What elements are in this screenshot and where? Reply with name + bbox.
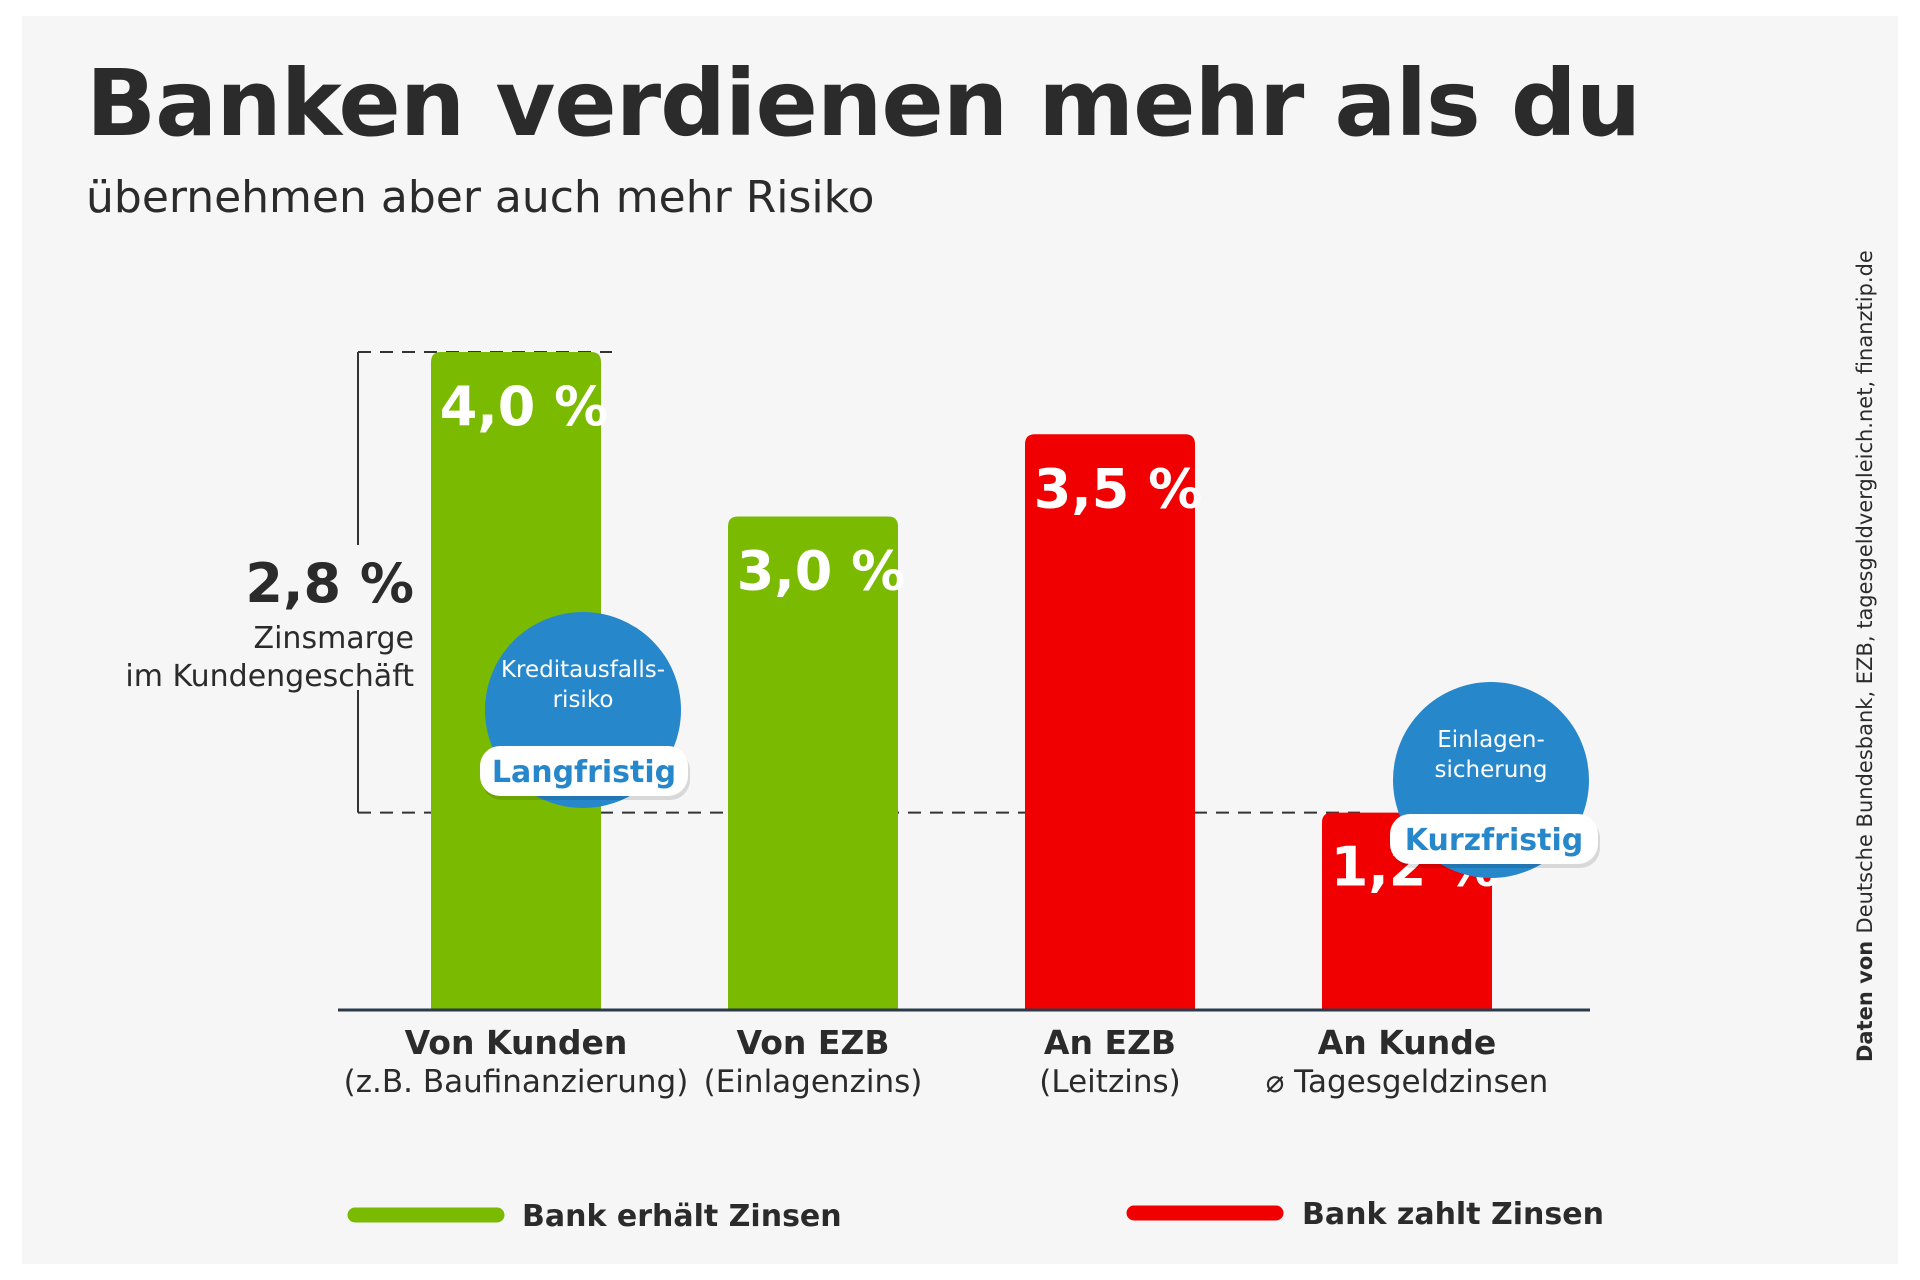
bubble-text-line2-1: sicherung: [1435, 757, 1548, 783]
source-prefix: Daten von: [1853, 933, 1877, 1062]
source-list: Deutsche Bundesbank, EZB, tagesgeldvergl…: [1853, 250, 1877, 933]
pill-text-1: Kurzfristig: [1405, 823, 1583, 858]
legend-label-1: Bank zahlt Zinsen: [1302, 1197, 1604, 1232]
bar-1: [728, 516, 898, 1010]
bars: [338, 352, 1590, 1012]
category-sublabel-3: ⌀ Tagesgeldzinsen: [1266, 1064, 1549, 1100]
category-sublabel-0: (z.B. Baufinanzierung): [344, 1064, 689, 1100]
labels: 4,0 % Von Kunden(z.B. Baufinanzierung) 3,0…: [125, 375, 1548, 1100]
chart-card: [22, 16, 1898, 1264]
source-text: Daten von Deutsche Bundesbank, EZB, tage…: [1853, 250, 1877, 1062]
category-label-1: Von EZB: [736, 1023, 889, 1062]
source-note: Daten von Deutsche Bundesbank, EZB, tage…: [1853, 250, 1877, 1062]
category-label-2: An EZB: [1044, 1023, 1176, 1062]
pill-1: [1390, 814, 1598, 864]
risk-bubbles: Kreditausfalls-risiko Langfristig Einlagen…: [480, 612, 1600, 878]
pill-text-0: Langfristig: [492, 755, 676, 790]
margin-label-line2: im Kundengeschäft: [125, 659, 414, 694]
category-sublabel-1: (Einlagenzins): [704, 1064, 923, 1100]
margin-value-label: 2,8 %: [245, 552, 414, 615]
chart-subtitle: übernehmen aber auch mehr Risiko: [86, 172, 875, 223]
category-label-0: Von Kunden: [405, 1023, 628, 1062]
legend: Bank erhält Zinsen Bank zahlt Zinsen: [347, 1197, 1604, 1234]
chart-title: Banken verdienen mehr als du: [86, 50, 1641, 157]
bar-value-label-2: 3,5 %: [1034, 457, 1203, 520]
legend-label-0: Bank erhält Zinsen: [522, 1199, 842, 1234]
margin-label-line1: Zinsmarge: [254, 621, 414, 656]
category-label-3: An Kunde: [1318, 1023, 1497, 1062]
bubble-text-line2-0: risiko: [553, 687, 614, 713]
pill-0: [480, 746, 688, 796]
bar-value-label-1: 3,0 %: [737, 540, 906, 603]
bubble-text-line1-0: Kreditausfalls-: [501, 657, 665, 683]
category-sublabel-2: (Leitzins): [1039, 1064, 1180, 1100]
bar-value-label-0: 4,0 %: [440, 375, 609, 438]
bubble-text-line1-1: Einlagen-: [1437, 727, 1545, 753]
bar-2: [1025, 434, 1195, 1010]
